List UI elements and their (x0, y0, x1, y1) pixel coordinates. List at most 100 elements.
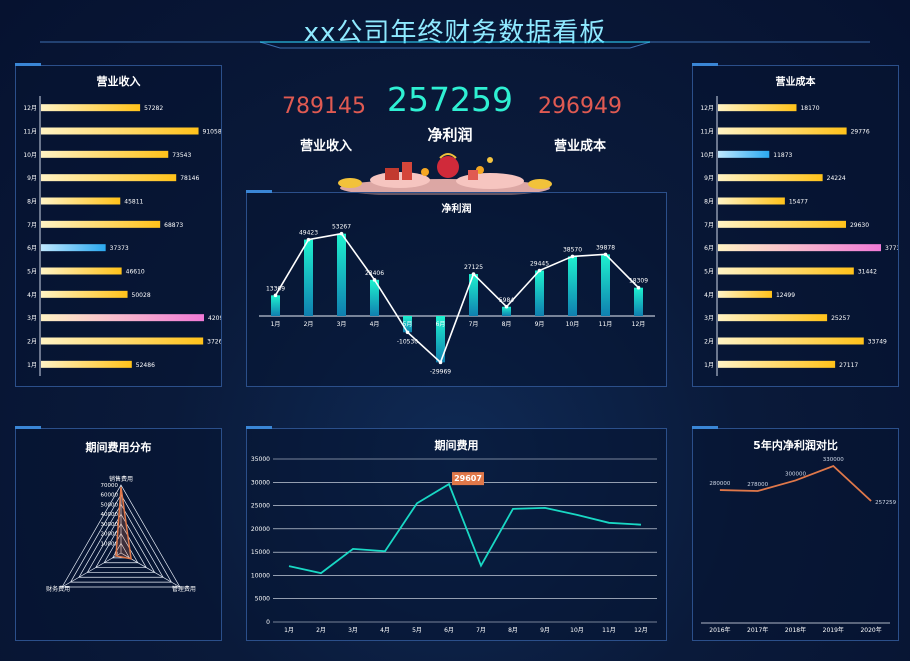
profit-bar (337, 233, 346, 316)
revenue-value-label: 68873 (164, 222, 183, 229)
cost-tick-label: 7月 (704, 222, 714, 229)
profit5y-x-tick: 2016年 (709, 626, 730, 634)
profit-value-label: 53267 (332, 224, 351, 231)
profit5y-value-label: 278000 (747, 482, 768, 488)
profit-point (405, 330, 410, 335)
expense-y-tick: 5000 (255, 596, 270, 603)
revenue-value-label: 91058 (203, 129, 221, 136)
profit-tick-label: 2月 (304, 321, 314, 328)
cost-value-label: 29630 (850, 222, 869, 229)
revenue-chart: 1月 52486 2月 3726 3月 4209 4月 50028 5月 46610 6月 37373… (23, 96, 221, 376)
profit5y-x-tick: 2018年 (785, 626, 806, 634)
cost-bar (718, 104, 797, 112)
revenue-value-label: 3726 (207, 339, 221, 346)
profit-point (504, 304, 509, 309)
revenue-bar (41, 290, 128, 298)
profit-tick-label: 6月 (436, 321, 446, 328)
cost-value-label: 37735 (885, 245, 898, 252)
revenue-value-label: 73543 (172, 152, 191, 159)
cost-bar (718, 314, 828, 322)
revenue-bar (41, 220, 161, 228)
revenue-value-label: 4209 (208, 315, 221, 322)
profit-bar (568, 256, 577, 316)
revenue-bar (41, 314, 204, 322)
revenue-panel: 营业收入 1月 52486 2月 3726 3月 4209 4月 50028 5月 46610 6月… (15, 63, 222, 387)
profit5y-chart: 2016年 2017年 2018年 2019年 2020年 280000 278000 300… (701, 457, 897, 634)
revenue-tick-label: 8月 (27, 199, 37, 206)
profit5y-title: 5年内净利润对比 (753, 439, 838, 452)
profit-tick-label: 1月 (271, 321, 281, 328)
expense-chart-title: 期间费用 (434, 439, 479, 452)
panel-corner (246, 190, 272, 193)
revenue-value-label: 57282 (144, 105, 163, 112)
profit-kpi-label: 净利润 (427, 126, 473, 144)
cost-tick-label: 9月 (704, 175, 714, 182)
expense-x-tick: 12月 (634, 627, 648, 634)
panel-corner (692, 426, 718, 429)
radar-tick-label: 10000 (101, 541, 119, 547)
expense-x-tick: 2月 (316, 627, 326, 634)
cost-tick-label: 3月 (704, 315, 714, 322)
profit-value-label: 27125 (464, 264, 483, 271)
expense-dist-title: 期间费用分布 (85, 441, 152, 454)
profit-point (537, 268, 542, 273)
expense-x-tick: 8月 (508, 627, 518, 634)
profit-line (274, 232, 640, 364)
cost-value-label: 24224 (827, 175, 846, 182)
expense-y-tick: 30000 (251, 479, 270, 486)
revenue-tick-label: 7月 (27, 222, 37, 229)
expense-callout-box (452, 472, 484, 486)
panel-corner (246, 426, 272, 429)
expense-y-tick: 0 (266, 619, 270, 626)
profit-chart-title: 净利润 (441, 204, 472, 215)
profit-point (636, 285, 641, 290)
profit-point (438, 360, 443, 365)
profit-kpi-value: 257259 (387, 80, 513, 119)
expense-y-tick: 25000 (251, 503, 270, 510)
profit-value-label: 23406 (365, 270, 384, 277)
revenue-bar (41, 150, 169, 158)
revenue-tick-label: 10月 (23, 152, 37, 159)
cost-kpi-value: 296949 (538, 94, 622, 119)
revenue-kpi-value: 789145 (282, 94, 366, 119)
cost-tick-label: 12月 (700, 105, 714, 112)
profit-tick-label: 4月 (370, 321, 380, 328)
cost-bar (718, 267, 854, 275)
radar-tick-label: 70000 (101, 483, 119, 489)
expense-x-tick: 9月 (540, 627, 550, 634)
cost-value-label: 11873 (773, 152, 792, 159)
revenue-bar (41, 174, 177, 182)
profit-value-label: -29969 (430, 368, 451, 375)
profit-bar (403, 316, 412, 333)
profit-tick-label: 11月 (599, 321, 613, 328)
cost-chart: 1月 27117 2月 33749 3月 25257 4月 12499 5月 31442 6月 377… (700, 96, 898, 376)
profit-tick-label: 7月 (469, 321, 479, 328)
profit5y-panel: 5年内净利润对比 2016年 2017年 2018年 2019年 2020年 280000… (692, 426, 899, 641)
cost-bar (718, 174, 823, 182)
cost-tick-label: 2月 (704, 339, 714, 346)
panel-corner (692, 63, 718, 66)
profit-value-label: 38570 (563, 246, 582, 253)
revenue-bar (41, 337, 204, 345)
profit5y-value-label: 300000 (785, 471, 806, 477)
profit5y-x-tick: 2019年 (823, 626, 844, 634)
expense-x-tick: 5月 (412, 627, 422, 634)
revenue-bar (41, 360, 132, 368)
radar-axis-label: 管理费用 (172, 585, 196, 593)
profit-tick-label: 9月 (535, 321, 545, 328)
cost-value-label: 29776 (851, 129, 870, 136)
revenue-value-label: 46610 (126, 269, 145, 276)
cost-tick-label: 8月 (704, 199, 714, 206)
profit5y-value-label: 257259 (875, 500, 896, 506)
revenue-tick-label: 4月 (27, 292, 37, 299)
revenue-chart-title: 营业收入 (96, 75, 141, 88)
expense-y-tick: 35000 (251, 456, 270, 463)
profit-value-label: 39878 (596, 244, 615, 251)
radar-axis-label: 财务费用 (46, 585, 70, 593)
profit-bar (436, 316, 445, 363)
expense-callout-label: 29607 (454, 474, 482, 483)
cost-tick-label: 4月 (704, 292, 714, 299)
cost-bar (718, 127, 847, 135)
radar-series (115, 486, 132, 560)
cost-value-label: 12499 (776, 292, 795, 299)
